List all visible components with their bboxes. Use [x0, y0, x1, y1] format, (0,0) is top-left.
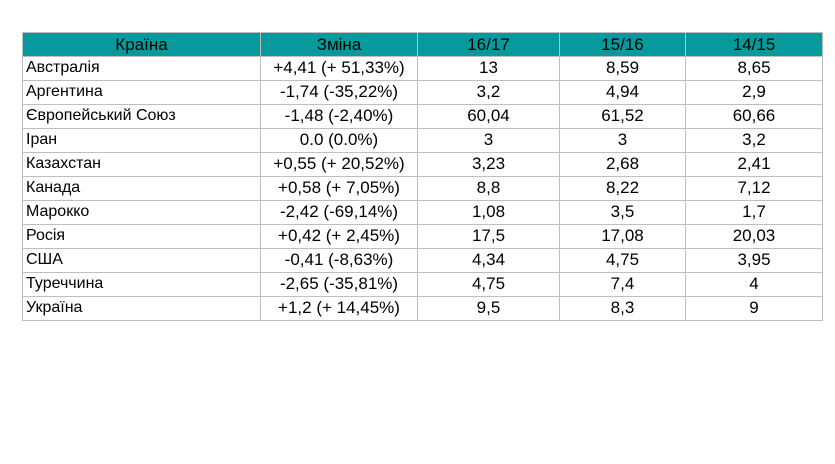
- header-year-15-16: 15/16: [559, 32, 686, 57]
- header-country: Країна: [22, 32, 261, 57]
- table-row: Канада +0,58 (+ 7,05%) 8,8 8,22 7,12: [22, 176, 823, 201]
- table-header: Країна Зміна 16/17 15/16 14/15: [22, 32, 823, 57]
- cell-change: +4,41 (+ 51,33%): [260, 56, 418, 81]
- cell-change: -1,48 (-2,40%): [260, 104, 418, 129]
- cell-year-16-17: 1,08: [417, 200, 560, 225]
- cell-year-14-15: 3,2: [685, 128, 823, 153]
- data-table-container: Країна Зміна 16/17 15/16 14/15 Австралія…: [22, 32, 823, 321]
- cell-change: +0,58 (+ 7,05%): [260, 176, 418, 201]
- cell-country: Іран: [22, 128, 261, 153]
- header-row: Країна Зміна 16/17 15/16 14/15: [22, 32, 823, 57]
- cell-change: -1,74 (-35,22%): [260, 80, 418, 105]
- cell-change: +1,2 (+ 14,45%): [260, 296, 418, 321]
- table-row: Марокко -2,42 (-69,14%) 1,08 3,5 1,7: [22, 200, 823, 225]
- cell-year-15-16: 4,94: [559, 80, 686, 105]
- cell-year-16-17: 4,34: [417, 248, 560, 273]
- cell-year-15-16: 4,75: [559, 248, 686, 273]
- cell-year-15-16: 3: [559, 128, 686, 153]
- header-change: Зміна: [260, 32, 418, 57]
- cell-year-14-15: 3,95: [685, 248, 823, 273]
- cell-year-14-15: 20,03: [685, 224, 823, 249]
- cell-year-14-15: 8,65: [685, 56, 823, 81]
- cell-year-14-15: 7,12: [685, 176, 823, 201]
- cell-country: Росія: [22, 224, 261, 249]
- cell-year-14-15: 2,41: [685, 152, 823, 177]
- cell-year-14-15: 4: [685, 272, 823, 297]
- cell-change: -2,65 (-35,81%): [260, 272, 418, 297]
- header-year-14-15: 14/15: [685, 32, 823, 57]
- table-row: Україна +1,2 (+ 14,45%) 9,5 8,3 9: [22, 296, 823, 321]
- cell-year-16-17: 8,8: [417, 176, 560, 201]
- cell-year-14-15: 1,7: [685, 200, 823, 225]
- cell-year-16-17: 4,75: [417, 272, 560, 297]
- cell-year-15-16: 2,68: [559, 152, 686, 177]
- cell-country: Європейський Союз: [22, 104, 261, 129]
- cell-year-14-15: 60,66: [685, 104, 823, 129]
- table-row: Аргентина -1,74 (-35,22%) 3,2 4,94 2,9: [22, 80, 823, 105]
- cell-year-16-17: 3: [417, 128, 560, 153]
- cell-year-15-16: 61,52: [559, 104, 686, 129]
- cell-year-16-17: 3,23: [417, 152, 560, 177]
- table-row: Європейський Союз -1,48 (-2,40%) 60,04 61,5…: [22, 104, 823, 129]
- table-row: Іран 0.0 (0.0%) 3 3 3,2: [22, 128, 823, 153]
- table-row: Австралія +4,41 (+ 51,33%) 13 8,59 8,65: [22, 56, 823, 81]
- table-row: Туреччина -2,65 (-35,81%) 4,75 7,4 4: [22, 272, 823, 297]
- cell-country: Туреччина: [22, 272, 261, 297]
- cell-year-15-16: 7,4: [559, 272, 686, 297]
- cell-year-15-16: 8,59: [559, 56, 686, 81]
- cell-change: 0.0 (0.0%): [260, 128, 418, 153]
- cell-country: Україна: [22, 296, 261, 321]
- cell-year-16-17: 60,04: [417, 104, 560, 129]
- cell-change: -2,42 (-69,14%): [260, 200, 418, 225]
- cell-year-16-17: 13: [417, 56, 560, 81]
- cell-year-16-17: 3,2: [417, 80, 560, 105]
- cell-year-15-16: 8,22: [559, 176, 686, 201]
- cell-change: +0,55 (+ 20,52%): [260, 152, 418, 177]
- cell-country: Казахстан: [22, 152, 261, 177]
- cell-country: Марокко: [22, 200, 261, 225]
- table-row: США -0,41 (-8,63%) 4,34 4,75 3,95: [22, 248, 823, 273]
- cell-year-14-15: 9: [685, 296, 823, 321]
- cell-country: США: [22, 248, 261, 273]
- cell-year-16-17: 17,5: [417, 224, 560, 249]
- cell-year-15-16: 8,3: [559, 296, 686, 321]
- data-table: Країна Зміна 16/17 15/16 14/15 Австралія…: [22, 32, 823, 321]
- header-year-16-17: 16/17: [417, 32, 560, 57]
- cell-year-16-17: 9,5: [417, 296, 560, 321]
- cell-country: Аргентина: [22, 80, 261, 105]
- cell-year-14-15: 2,9: [685, 80, 823, 105]
- table-body: Австралія +4,41 (+ 51,33%) 13 8,59 8,65 Арген…: [22, 56, 823, 321]
- cell-country: Австралія: [22, 56, 261, 81]
- table-row: Казахстан +0,55 (+ 20,52%) 3,23 2,68 2,41: [22, 152, 823, 177]
- cell-change: +0,42 (+ 2,45%): [260, 224, 418, 249]
- table-row: Росія +0,42 (+ 2,45%) 17,5 17,08 20,03: [22, 224, 823, 249]
- cell-country: Канада: [22, 176, 261, 201]
- cell-year-15-16: 3,5: [559, 200, 686, 225]
- cell-year-15-16: 17,08: [559, 224, 686, 249]
- cell-change: -0,41 (-8,63%): [260, 248, 418, 273]
